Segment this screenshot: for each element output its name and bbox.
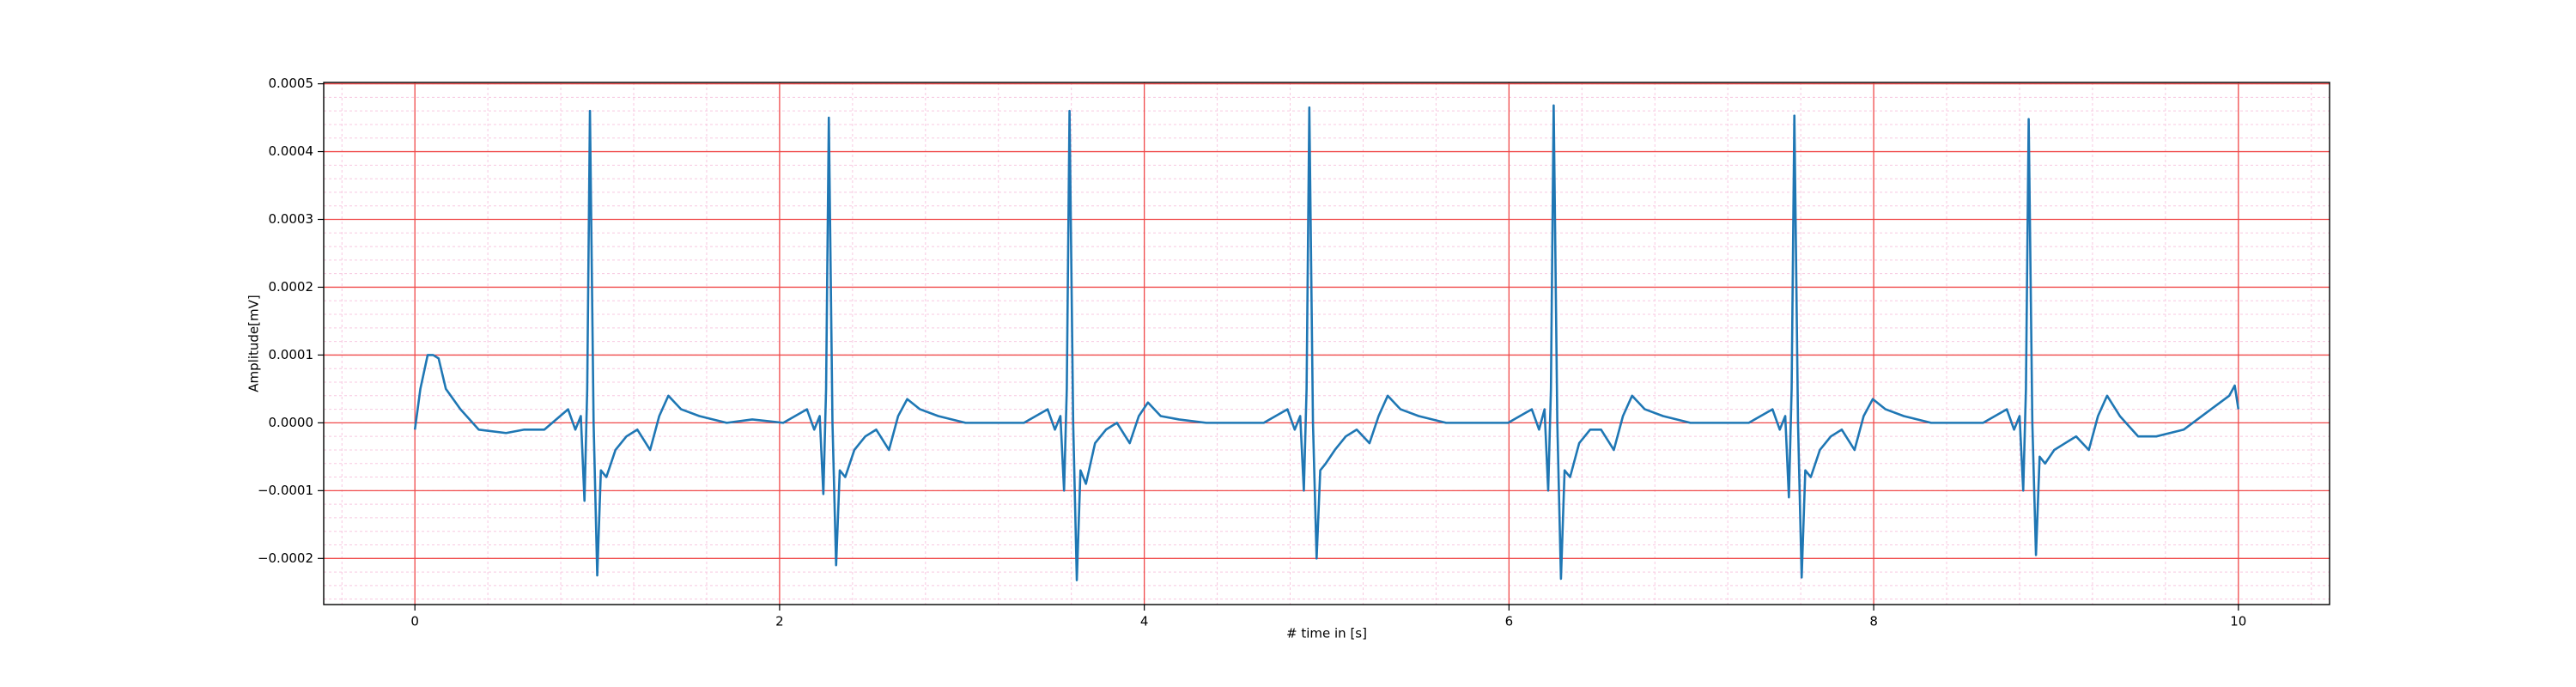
y-tick-label: 0.0003 [269,211,314,227]
x-tick-label: 6 [1505,614,1514,629]
y-axis-label: Amplitude[mV] [246,295,262,392]
y-tick-label: 0.0002 [269,279,314,295]
x-tick-label: 2 [775,614,784,629]
x-tick-label: 10 [2230,614,2246,629]
y-tick-label: 0.0001 [269,347,314,362]
x-axis-label: # time in [s] [1286,626,1367,641]
y-tick-label: −0.0002 [258,550,313,566]
x-tick-label: 4 [1140,614,1149,629]
axes-frame [323,82,2330,605]
x-tick-label: 8 [1869,614,1878,629]
signal-line [413,104,2240,581]
y-tick-label: 0.0004 [269,143,314,159]
y-tick-label: 0.0000 [269,415,314,430]
y-tick-label: −0.0001 [258,483,313,498]
y-tick-label: 0.0005 [269,76,314,91]
x-tick-label: 0 [410,614,419,629]
